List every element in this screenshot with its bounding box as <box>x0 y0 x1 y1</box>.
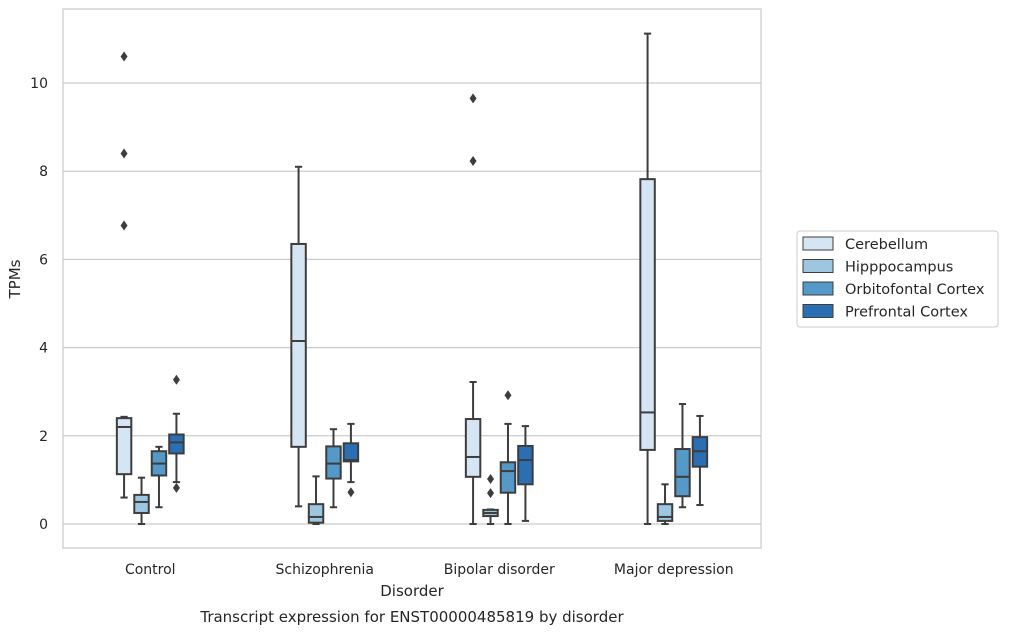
box-iqr <box>517 444 534 486</box>
box-bipolar-disorder <box>517 425 534 522</box>
box-iqr <box>168 433 185 455</box>
y-tick-label: 8 <box>39 164 48 180</box>
box-control <box>168 374 185 493</box>
y-tick-label: 2 <box>39 429 48 445</box>
y-axis-label: TPMs <box>6 259 24 299</box>
outlier-point <box>347 487 355 498</box>
outlier-point <box>120 148 128 159</box>
box-major-depression <box>656 483 674 525</box>
box-schizophrenia <box>325 428 342 509</box>
legend-swatch <box>802 304 834 318</box>
series-prefrontal-cortex <box>168 374 709 522</box>
box-iqr <box>674 448 691 498</box>
x-tick-label: Major depression <box>614 562 734 578</box>
outlier-point <box>172 374 180 385</box>
x-tick-label: Schizophrenia <box>276 562 374 578</box>
box-groups <box>115 32 709 525</box>
legend-swatch <box>802 281 834 296</box>
box-major-depression <box>691 414 709 507</box>
box-iqr <box>325 445 342 480</box>
y-tick-label: 10 <box>30 76 48 92</box>
box-major-depression <box>639 32 656 525</box>
x-tick-label: Control <box>125 562 176 578</box>
series-orbitofontal-cortex <box>150 390 691 525</box>
box-iqr <box>342 442 360 463</box>
legend-label: Cerebellum <box>845 237 928 253</box>
legend-label: Hipppocampus <box>845 260 953 276</box>
box-bipolar-disorder <box>464 93 482 525</box>
box-iqr <box>656 503 674 522</box>
gridlines <box>63 82 761 525</box>
y-tick-label: 0 <box>39 517 48 533</box>
box-iqr <box>499 461 517 494</box>
legend-swatch <box>802 236 834 251</box>
chart-caption: Transcript expression for ENST0000048581… <box>199 608 624 626</box>
box-schizophrenia <box>290 165 307 508</box>
box-schizophrenia <box>307 475 325 525</box>
box-control <box>133 476 150 525</box>
box-iqr <box>464 418 482 478</box>
box-iqr <box>639 178 656 451</box>
x-axis-label: Disorder <box>380 582 444 600</box>
y-tick-label: 6 <box>39 252 48 268</box>
outlier-point <box>120 220 128 231</box>
box-major-depression <box>674 403 691 509</box>
box-bipolar-disorder <box>482 474 499 525</box>
x-tick-labels: Control Schizophrenia Bipolar disorder Majo… <box>125 562 734 578</box>
outlier-point <box>487 488 495 499</box>
x-tick-label: Bipolar disorder <box>444 562 555 578</box>
box-schizophrenia <box>342 422 360 498</box>
box-control <box>150 445 168 509</box>
y-tick-label: 4 <box>39 341 48 357</box>
box-iqr <box>133 493 150 514</box>
y-tick-labels: 0 2 4 6 8 10 <box>30 76 48 533</box>
series-hipppocampus <box>133 474 674 525</box>
outlier-point <box>504 390 512 401</box>
box-control <box>115 51 133 499</box>
series-cerebellum <box>115 32 656 525</box>
box-bipolar-disorder <box>499 390 517 525</box>
box-iqr <box>307 503 325 524</box>
box-iqr <box>290 242 307 448</box>
box-iqr <box>115 417 133 476</box>
legend-frame <box>796 230 999 328</box>
outlier-point <box>172 482 180 493</box>
outlier-point <box>120 51 128 62</box>
legend: Cerebellum Hipppocampus Orbitofontal Corte… <box>796 230 999 328</box>
legend-label: Prefrontal Cortex <box>845 305 968 321</box>
legend-label: Orbitofontal Cortex <box>845 282 985 298</box>
plot-frame <box>62 8 762 549</box>
outlier-point <box>487 474 495 485</box>
legend-swatch <box>802 259 834 273</box>
outlier-point <box>469 156 477 167</box>
outlier-point <box>469 93 477 104</box>
